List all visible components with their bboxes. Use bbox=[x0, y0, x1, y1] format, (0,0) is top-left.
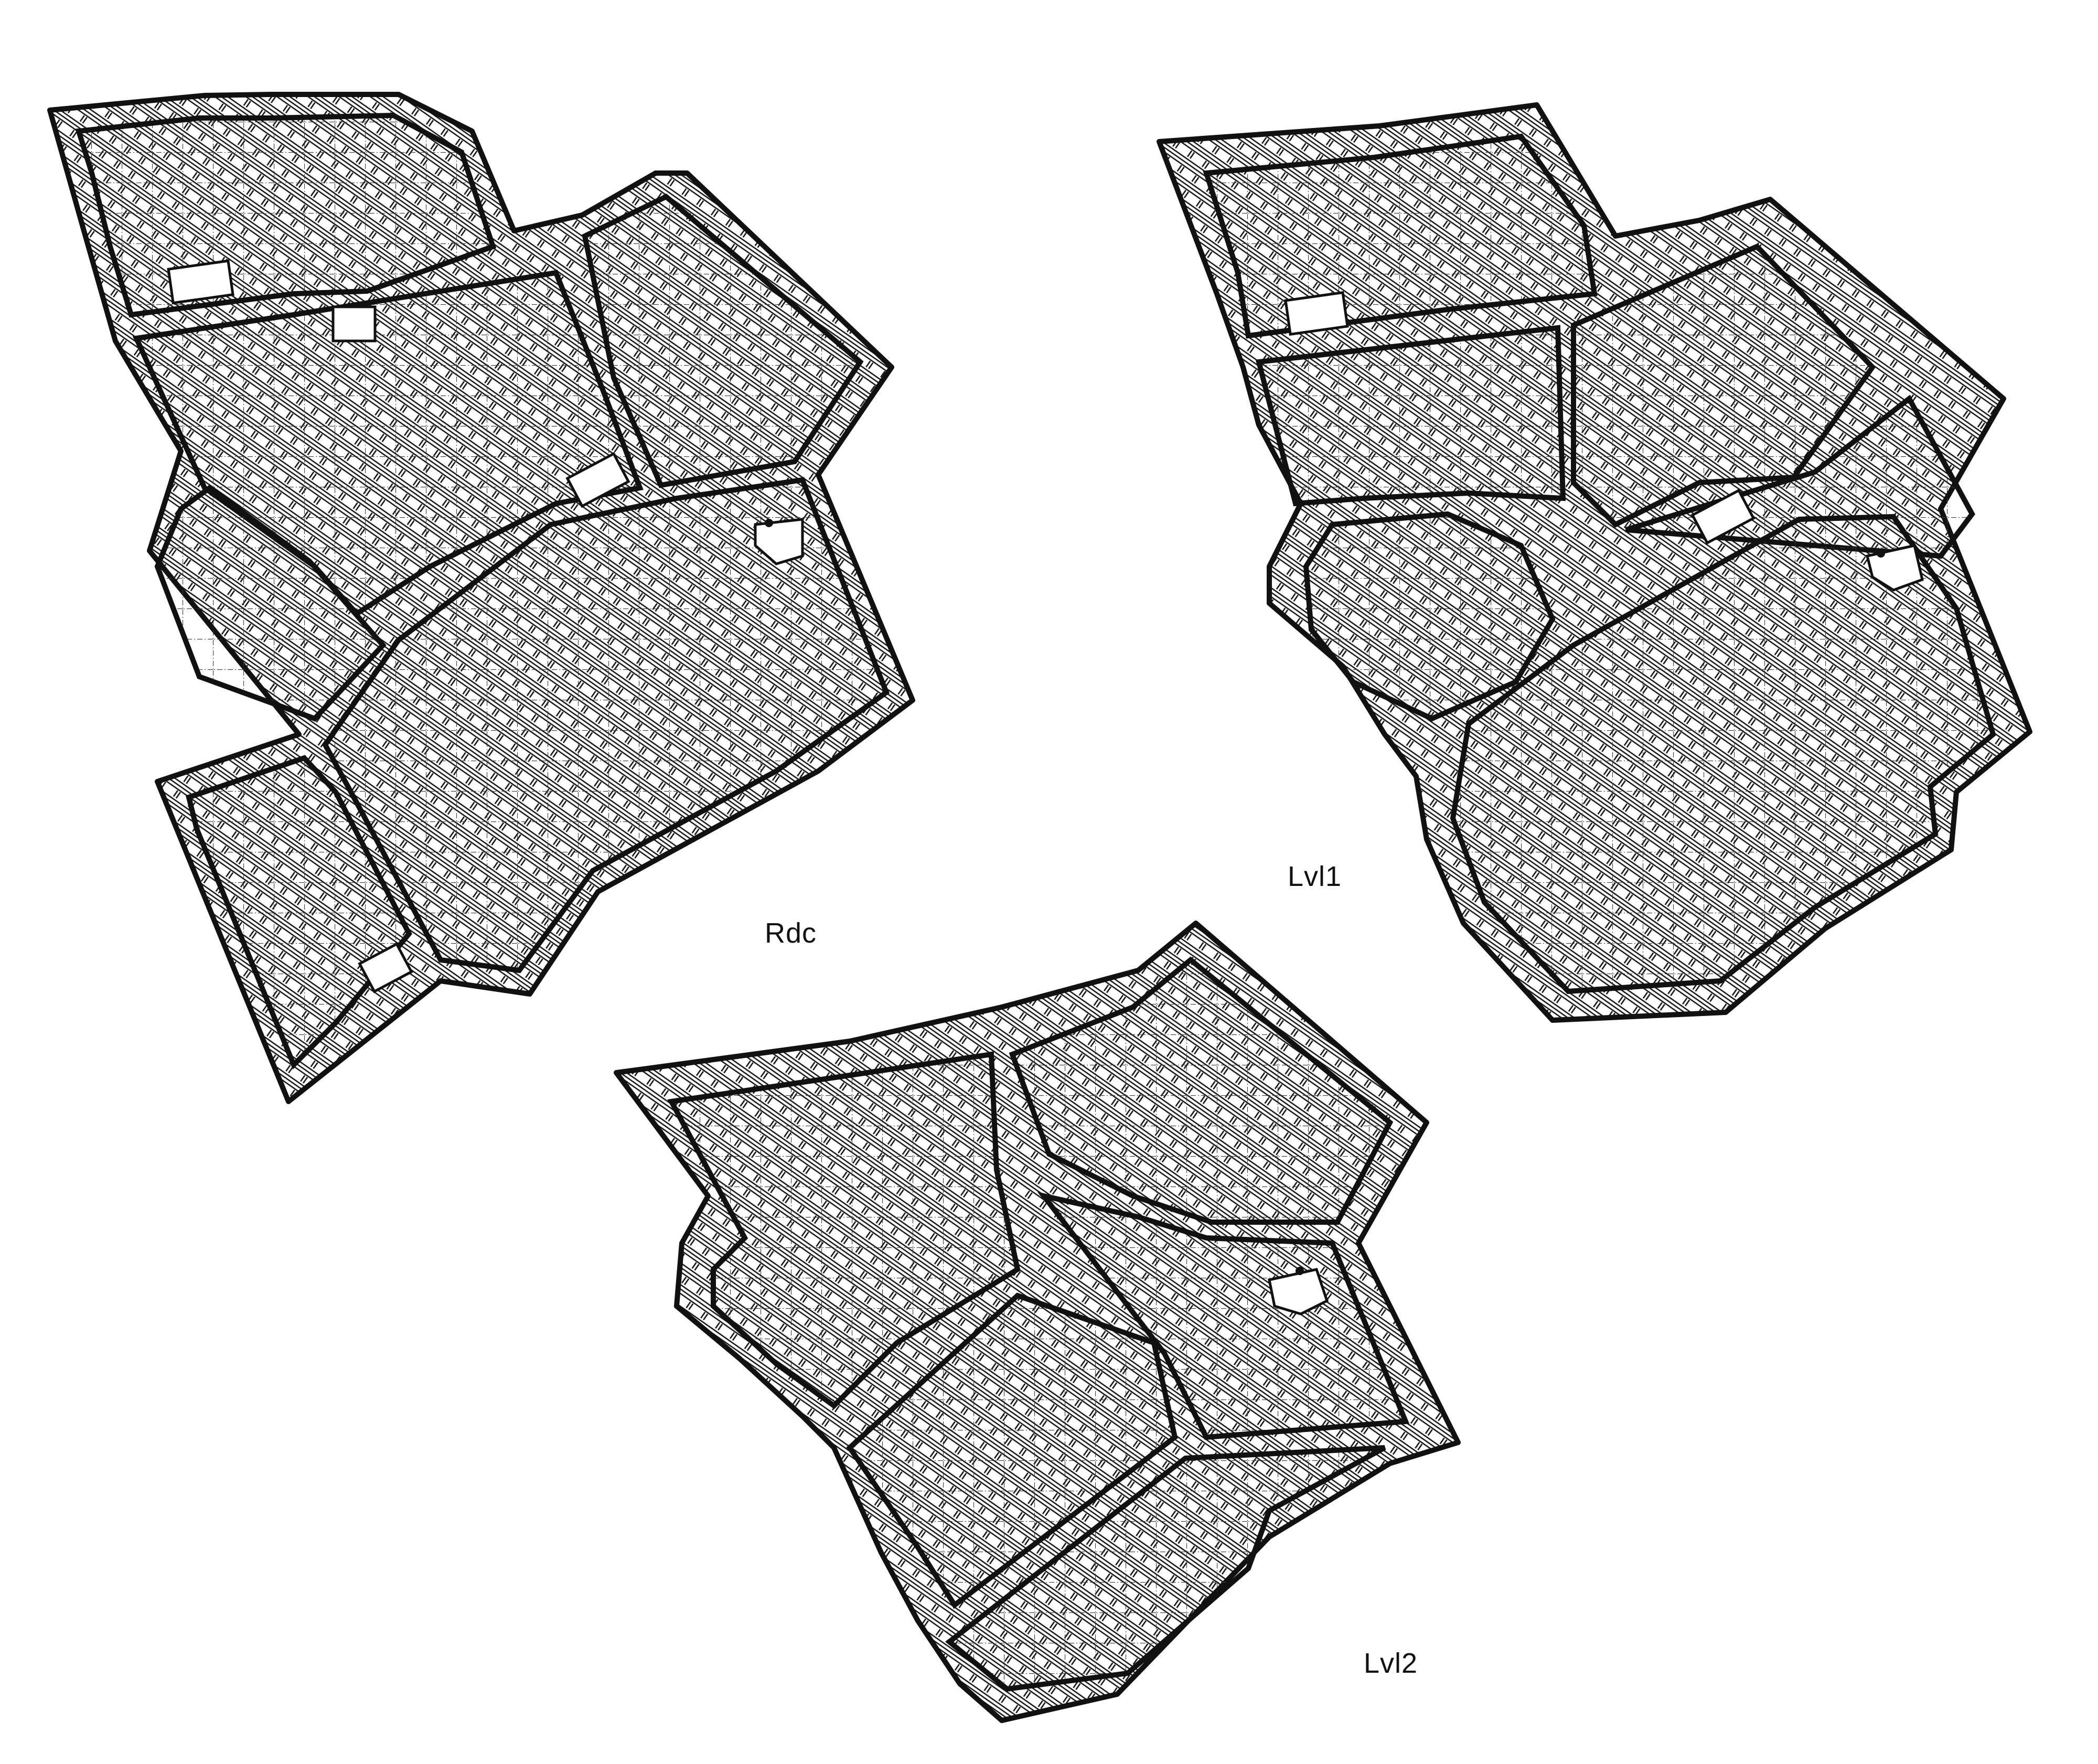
floor-label-lvl2: Lvl2 bbox=[1364, 1648, 1418, 1679]
stair-icon[interactable] bbox=[358, 942, 413, 993]
stair-icon[interactable] bbox=[167, 259, 234, 305]
lvl2-room-north bbox=[1009, 956, 1394, 1225]
lvl1-room-northeast bbox=[1571, 243, 1876, 528]
stair-icon[interactable] bbox=[331, 305, 377, 343]
stair-icon[interactable] bbox=[1284, 291, 1349, 336]
lvl1-room-west bbox=[1303, 511, 1556, 722]
rdc-room-west bbox=[154, 484, 387, 722]
floor-label-lvl1: Lvl1 bbox=[1288, 861, 1342, 892]
lvl1-room-main bbox=[1450, 514, 1996, 995]
floor-label-rdc: Rdc bbox=[765, 917, 817, 949]
ladder-icon[interactable] bbox=[1268, 1268, 1329, 1316]
rdc-room-east bbox=[582, 194, 864, 488]
lvl1-room-north bbox=[1203, 133, 1598, 339]
floor-lvl1 bbox=[1157, 102, 2032, 1023]
lvl2-room-southwest bbox=[846, 1292, 1178, 1609]
stair-icon[interactable] bbox=[565, 452, 630, 508]
rdc-room-north bbox=[75, 112, 497, 318]
lvl2-room-northwest bbox=[667, 1051, 1021, 1409]
ladder-icon[interactable] bbox=[754, 518, 804, 565]
rdc-room-main bbox=[322, 477, 890, 974]
floor-lvl2 bbox=[614, 921, 1461, 1723]
lvl2-room-center bbox=[1037, 1192, 1410, 1440]
lvl2-room-south bbox=[945, 1445, 1386, 1692]
stair-icon[interactable] bbox=[1690, 488, 1756, 545]
lvl1-room-midwest bbox=[1255, 325, 1566, 507]
floor-rdc bbox=[47, 92, 915, 1104]
